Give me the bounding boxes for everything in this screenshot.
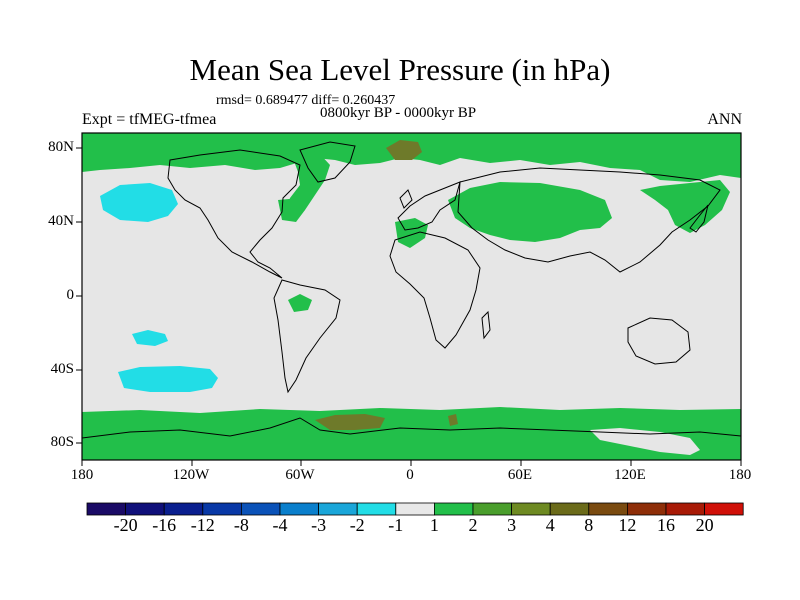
colorbar-swatch xyxy=(433,502,474,516)
anomaly-weddell-core xyxy=(315,414,385,430)
y-tick-label: 40N xyxy=(48,213,74,229)
anomaly-arctic-core xyxy=(386,140,422,160)
anomaly-north-america-east xyxy=(278,198,305,222)
stats-line: rmsd= 0.689477 diff= 0.260437 xyxy=(216,93,396,108)
colorbar-swatch xyxy=(125,502,165,516)
colorbar-swatch xyxy=(704,502,744,516)
colorbar-swatch xyxy=(665,502,705,516)
colorbar-swatch xyxy=(356,502,397,516)
colorbar-label: -1 xyxy=(388,515,404,535)
colorbar-label: -4 xyxy=(272,515,288,535)
anomaly-iberia xyxy=(395,218,428,248)
x-tick-label: 180 xyxy=(728,467,752,483)
coastline-british-isles xyxy=(399,189,413,209)
x-tick-label: 120W xyxy=(172,467,210,483)
experiment-label: Expt = tfMEG-tfmea xyxy=(82,111,217,128)
coastline-greenland xyxy=(299,141,356,183)
colorbar-label: 20 xyxy=(695,515,714,535)
x-tick-label: 180 xyxy=(70,467,94,483)
colorbar-label: -12 xyxy=(190,515,215,535)
colorbar-label: -8 xyxy=(233,515,249,535)
colorbar xyxy=(86,502,744,516)
x-tick-label: 120E xyxy=(614,467,646,483)
x-tick-label: 60E xyxy=(507,467,533,483)
season-label: ANN xyxy=(707,111,742,128)
colorbar-swatch xyxy=(279,502,319,516)
colorbar-label: 4 xyxy=(545,515,555,535)
period-line: 0800kyr BP - 0000kyr BP xyxy=(320,105,477,121)
coastline-madagascar xyxy=(481,310,491,340)
coastline-north-america xyxy=(167,149,301,279)
colorbar-swatch xyxy=(86,502,126,516)
colorbar-label: 2 xyxy=(468,515,478,535)
y-tick-label: 80N xyxy=(48,139,74,155)
coastline-south-america xyxy=(273,279,341,394)
anomaly-south-pacific-small xyxy=(132,330,168,346)
anomaly-south-america xyxy=(288,294,312,312)
coastline-asia xyxy=(457,167,721,273)
chart-title: Mean Sea Level Pressure (in hPa) xyxy=(189,52,611,87)
colorbar-swatch xyxy=(588,502,628,516)
colorbar-label: 12 xyxy=(618,515,637,535)
x-tick-label: 60W xyxy=(285,467,315,483)
colorbar-label: -16 xyxy=(152,515,177,535)
anomaly-antarctic-small-core xyxy=(448,414,458,426)
coastline-europe xyxy=(397,181,461,231)
x-tick-label: 0 xyxy=(406,467,414,483)
colorbar-label: -20 xyxy=(113,515,138,535)
colorbar-swatch xyxy=(395,502,435,516)
coastline-africa xyxy=(389,231,481,349)
anomaly-antarctic-gap xyxy=(590,428,700,455)
colorbar-swatch xyxy=(202,502,242,516)
anomaly-east-asia xyxy=(640,180,730,233)
axis-ticks xyxy=(76,147,742,466)
colorbar-label: 1 xyxy=(429,515,439,535)
colorbar-swatch xyxy=(627,502,667,516)
y-tick-label: 80S xyxy=(50,434,74,450)
colorbar-swatch xyxy=(511,502,551,516)
coastline-australia xyxy=(627,317,691,365)
y-tick-label: 0 xyxy=(66,287,75,303)
colorbar-label: 3 xyxy=(507,515,517,535)
anomaly-north-pacific-low xyxy=(100,183,178,222)
anomaly-eurasia xyxy=(448,182,612,242)
coastlines xyxy=(82,141,741,439)
colorbar-swatch xyxy=(163,502,204,516)
colorbar-label: -2 xyxy=(349,515,365,535)
colorbar-swatch xyxy=(240,502,281,516)
colorbar-label: 16 xyxy=(657,515,675,535)
colorbar-label: -3 xyxy=(311,515,327,535)
map-background xyxy=(82,133,741,460)
colorbar-swatch xyxy=(549,502,590,516)
coastline-japan xyxy=(689,204,709,233)
coastline-antarctica xyxy=(82,417,741,439)
anomaly-south-pacific-large xyxy=(118,366,218,392)
anomaly-southern-ocean-band xyxy=(82,407,741,460)
y-tick-label: 40S xyxy=(50,361,74,377)
colorbar-label: 8 xyxy=(584,515,594,535)
colorbar-swatch xyxy=(472,502,512,516)
colorbar-swatch xyxy=(318,502,358,516)
